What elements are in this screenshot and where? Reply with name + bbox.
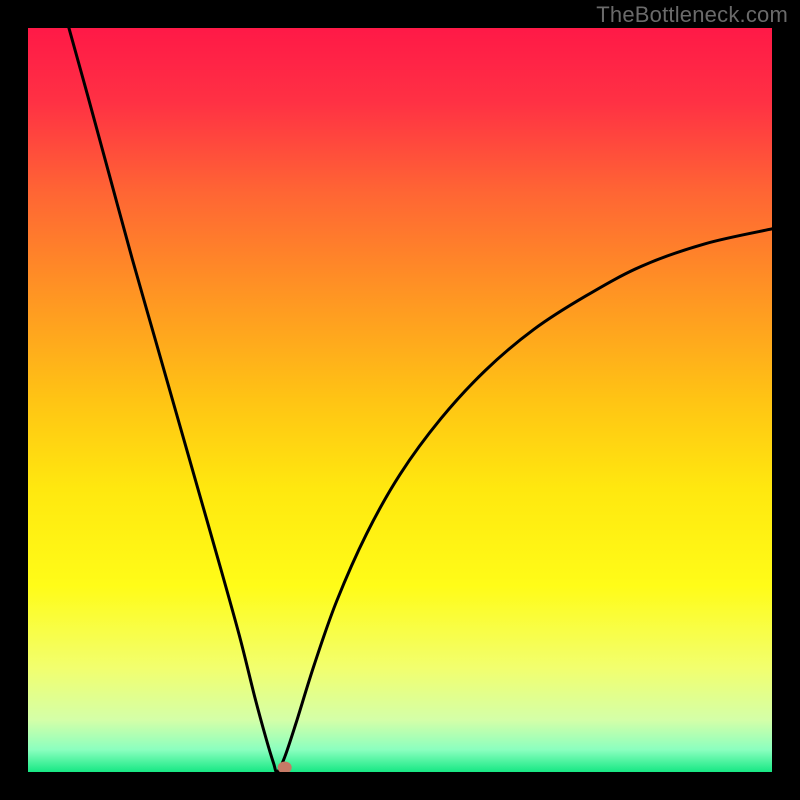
plot-background: [28, 28, 772, 772]
watermark-text: TheBottleneck.com: [596, 2, 788, 28]
chart-container: TheBottleneck.com: [0, 0, 800, 800]
plot-svg: [28, 28, 772, 772]
